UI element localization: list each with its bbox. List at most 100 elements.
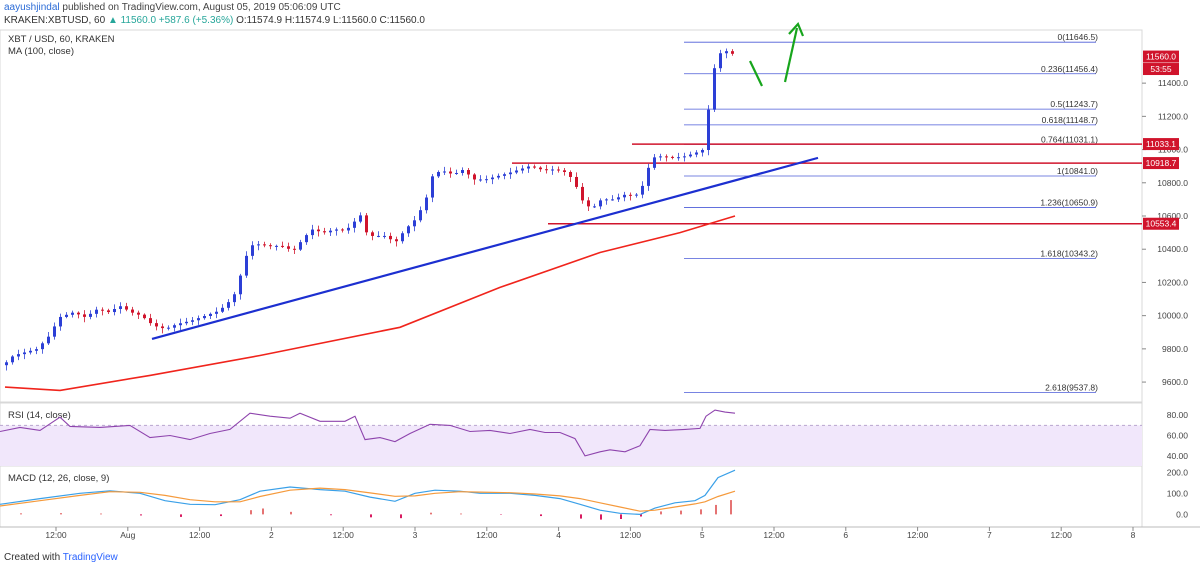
macd-histogram-bar bbox=[60, 513, 62, 515]
author-link[interactable]: aayushjindal bbox=[4, 2, 60, 13]
candle-body bbox=[569, 171, 572, 177]
candle-body bbox=[233, 294, 236, 303]
macd-histogram-bar bbox=[730, 500, 732, 515]
candle-body bbox=[143, 314, 146, 319]
candle-body bbox=[311, 229, 314, 236]
price-tag-label: 53:55 bbox=[1150, 64, 1172, 74]
time-axis-label: 12:00 bbox=[763, 530, 785, 540]
candle-body bbox=[275, 245, 278, 247]
candle-body bbox=[401, 233, 404, 242]
candle-body bbox=[719, 53, 722, 69]
candle-body bbox=[329, 230, 332, 233]
candle-body bbox=[377, 235, 380, 237]
candle-body bbox=[563, 170, 566, 172]
price-axis-label: 9600.0 bbox=[1162, 377, 1188, 387]
candle-body bbox=[185, 321, 188, 324]
candle-body bbox=[599, 200, 602, 207]
candle-body bbox=[389, 235, 392, 240]
macd-histogram-bar bbox=[660, 511, 662, 515]
macd-histogram-bar bbox=[640, 514, 642, 517]
candle-body bbox=[107, 310, 110, 313]
candle-body bbox=[491, 177, 494, 180]
price-axis-label: 10800.0 bbox=[1157, 178, 1188, 188]
fib-level-label: 1.236(10650.9) bbox=[1040, 198, 1098, 208]
candle-body bbox=[611, 199, 614, 201]
candle-body bbox=[209, 313, 212, 316]
candle-body bbox=[299, 242, 302, 250]
green-down-stroke bbox=[749, 60, 763, 87]
candle-body bbox=[191, 320, 194, 322]
rsi-legend: RSI (14, close) bbox=[8, 410, 71, 421]
candle-body bbox=[251, 245, 254, 256]
candle-body bbox=[131, 309, 134, 313]
price-tag bbox=[1143, 217, 1179, 230]
candle-body bbox=[455, 172, 458, 174]
candle-body bbox=[641, 185, 644, 195]
candle-body bbox=[443, 171, 446, 173]
price-tag bbox=[1143, 63, 1179, 76]
candle-body bbox=[53, 326, 56, 337]
rsi-band bbox=[0, 425, 1142, 467]
macd-histogram-bar bbox=[20, 513, 22, 515]
time-axis-label: 5 bbox=[700, 530, 705, 540]
rsi-axis-label: 80.00 bbox=[1167, 410, 1189, 420]
candle-body bbox=[221, 307, 224, 312]
candle-body bbox=[203, 315, 206, 319]
candle-body bbox=[479, 179, 482, 181]
candle-body bbox=[539, 167, 542, 170]
fib-level-label: 0.5(11243.7) bbox=[1050, 99, 1098, 109]
candle-body bbox=[425, 197, 428, 211]
time-axis-label: 4 bbox=[556, 530, 561, 540]
candle-body bbox=[323, 231, 326, 233]
candle-body bbox=[269, 245, 272, 247]
candle-body bbox=[593, 206, 596, 208]
price-axis-label: 11200.0 bbox=[1158, 111, 1188, 121]
price-tag bbox=[1143, 138, 1179, 151]
candle-body bbox=[173, 325, 176, 328]
candle-body bbox=[281, 245, 284, 247]
price-pane-frame bbox=[0, 29, 1143, 403]
candle-body bbox=[47, 336, 50, 344]
candle-body bbox=[683, 156, 686, 158]
price-tag-label: 11033.1 bbox=[1146, 139, 1176, 149]
candle-body bbox=[725, 51, 728, 54]
candle-body bbox=[359, 215, 362, 222]
candle-body bbox=[395, 239, 398, 242]
candle-body bbox=[461, 169, 464, 173]
macd-line bbox=[0, 469, 736, 516]
candle-body bbox=[113, 309, 116, 313]
candle-body bbox=[383, 235, 386, 237]
macd-histogram-bar bbox=[250, 510, 252, 515]
candle-body bbox=[305, 235, 308, 243]
candle-body bbox=[617, 197, 620, 200]
candle-body bbox=[197, 318, 200, 321]
macd-histogram-bar bbox=[540, 514, 542, 517]
ma-legend: MA (100, close) bbox=[8, 46, 74, 57]
candle-body bbox=[671, 156, 674, 158]
fib-level-label: 0.618(11148.7) bbox=[1042, 115, 1099, 125]
green-up-arrow-shaft bbox=[783, 27, 799, 83]
candle-body bbox=[23, 352, 26, 355]
candle-body bbox=[647, 167, 650, 186]
candle-body bbox=[689, 154, 692, 157]
moving-average-line bbox=[4, 215, 736, 392]
candle-body bbox=[437, 171, 440, 177]
candle-body bbox=[29, 350, 32, 353]
macd-histogram-bar bbox=[180, 514, 182, 517]
candle-body bbox=[161, 326, 164, 329]
candle-body bbox=[413, 220, 416, 227]
candle-body bbox=[227, 302, 230, 308]
candle-body bbox=[353, 221, 356, 228]
fib-level-label: 1(10841.0) bbox=[1057, 166, 1098, 176]
macd-histogram-bar bbox=[430, 512, 432, 515]
macd-histogram-bar bbox=[620, 514, 622, 520]
candle-body bbox=[713, 68, 716, 110]
candle-body bbox=[701, 149, 704, 153]
time-axis-label: 12:00 bbox=[1051, 530, 1073, 540]
macd-histogram-bar bbox=[715, 504, 717, 515]
candle-body bbox=[623, 194, 626, 198]
publish-info: published on TradingView.com, August 05,… bbox=[62, 2, 341, 13]
candle-body bbox=[95, 309, 98, 314]
macd-signal-line bbox=[0, 487, 736, 512]
